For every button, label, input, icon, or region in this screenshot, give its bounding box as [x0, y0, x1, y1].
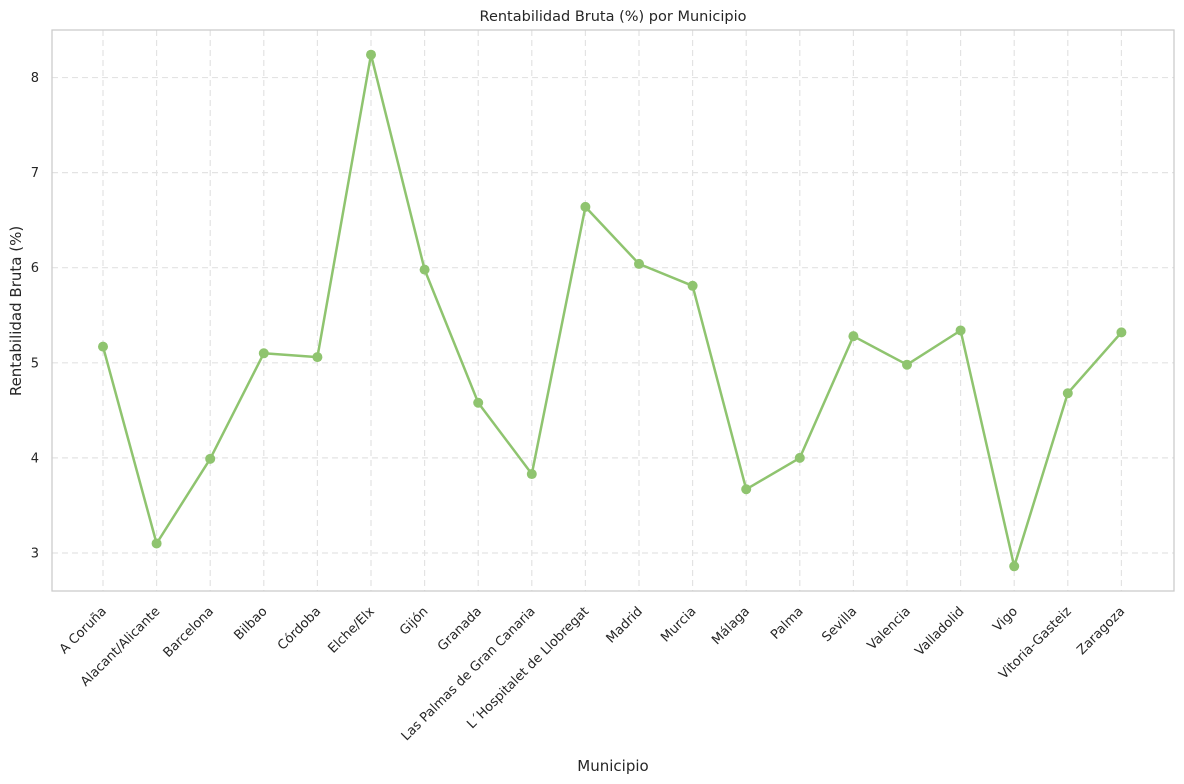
- data-point: [687, 280, 698, 291]
- data-point: [902, 359, 912, 370]
- data-point: [312, 352, 323, 363]
- data-point: [419, 264, 430, 275]
- data-point: [151, 538, 162, 549]
- data-point: [98, 341, 108, 352]
- y-axis-ticks: 3 4 5 6 7 8: [31, 71, 39, 561]
- y-tick-label: 5: [31, 356, 39, 371]
- data-point: [955, 325, 966, 336]
- data-point: [1009, 561, 1020, 572]
- data-point: [848, 331, 859, 342]
- data-point: [1062, 388, 1073, 399]
- y-axis-title: Rentabilidad Bruta (%): [7, 226, 25, 396]
- y-tick-label: 4: [31, 451, 39, 466]
- data-point: [473, 397, 484, 408]
- data-points: [98, 49, 1127, 572]
- data-point: [741, 484, 752, 495]
- series-line: [101, 53, 1123, 568]
- x-axis-title: Municipio: [577, 757, 648, 775]
- data-point: [366, 49, 376, 60]
- data-point: [794, 452, 805, 463]
- y-tick-label: 6: [31, 261, 39, 276]
- data-point: [634, 258, 644, 269]
- y-tick-label: 8: [31, 71, 39, 86]
- y-tick-label: 3: [31, 546, 39, 561]
- data-point: [526, 469, 537, 480]
- y-tick-label: 7: [31, 166, 39, 181]
- gridlines: [52, 30, 1174, 591]
- chart-title: Rentabilidad Bruta (%) por Municipio: [480, 9, 747, 25]
- data-point: [205, 453, 216, 464]
- data-point: [1116, 327, 1127, 338]
- data-point: [258, 348, 269, 359]
- plot-area-frame: [51, 29, 1175, 592]
- data-point: [580, 201, 591, 212]
